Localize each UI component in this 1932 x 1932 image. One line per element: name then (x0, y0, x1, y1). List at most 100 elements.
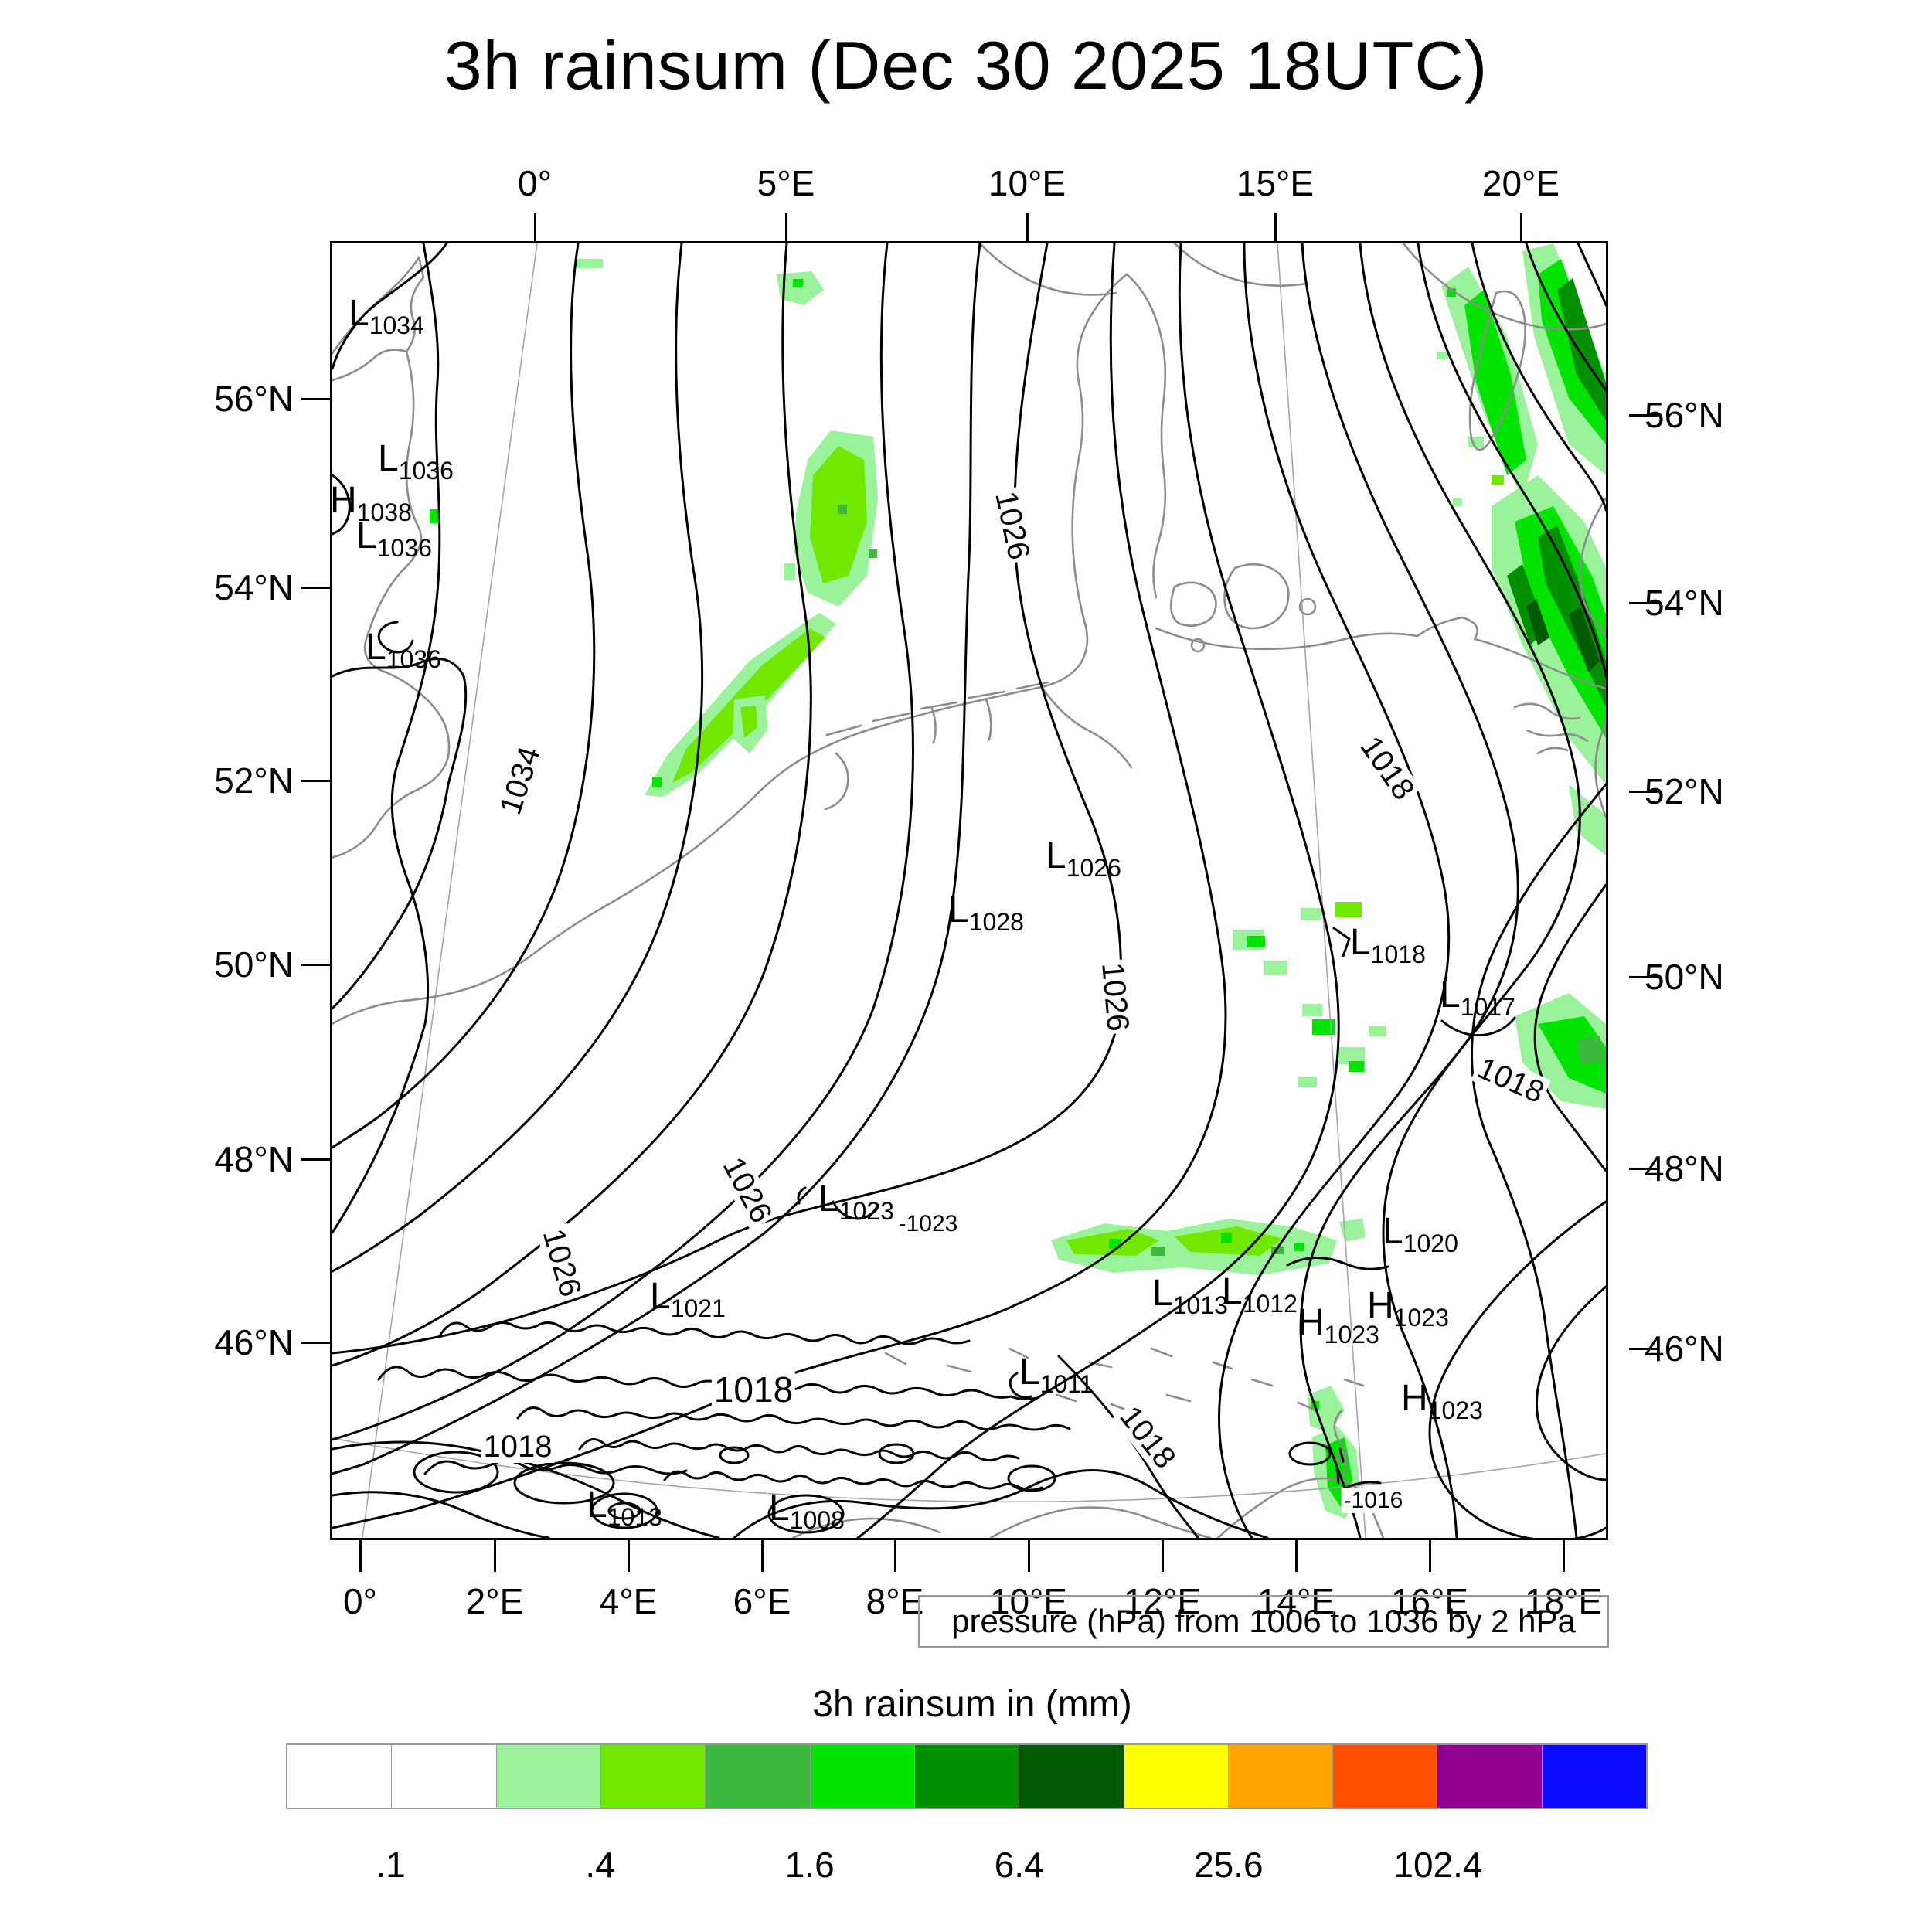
axis-tick-right (1629, 414, 1658, 417)
pressure-caption: pressure (hPa) from 1006 to 1036 by 2 hP… (918, 1595, 1609, 1648)
pressure-center-label: L1018 (1350, 922, 1426, 968)
pressure-letter: L (769, 1488, 790, 1529)
axis-tick-label-left: 50°N (214, 944, 294, 985)
pressure-letter: L (1222, 1271, 1243, 1312)
colorbar-cell (1332, 1745, 1437, 1808)
pressure-center-label: H1023 (1298, 1302, 1379, 1348)
axis-tick-label-bottom: 2°E (465, 1581, 524, 1621)
pressure-letter: H (1298, 1302, 1325, 1343)
pressure-center-label: L1036 (356, 518, 432, 561)
pressure-center-label: L1017 (1440, 977, 1515, 1021)
pressure-center-label: L1020 (1383, 1211, 1458, 1257)
axis-tick-label-bottom: 8°E (866, 1581, 924, 1621)
axis-tick-label-right: 52°N (1645, 771, 1724, 811)
page-title: 3h rainsum (Dec 30 2025 18UTC) (444, 27, 1488, 104)
pressure-value: 1038 (356, 498, 412, 526)
axis-tick-label-left: 46°N (214, 1322, 294, 1362)
map-plot-area (330, 241, 1608, 1540)
colorbar-cell (600, 1745, 706, 1808)
axis-tick-label-right: 56°N (1645, 395, 1724, 435)
pressure-letter: L (1350, 922, 1371, 963)
pressure-letter: L (1152, 1273, 1173, 1314)
pressure-letter: L (349, 293, 369, 334)
colorbar-cell (1227, 1745, 1333, 1808)
pressure-value: 1020 (1403, 1230, 1458, 1257)
pressure-center-label: H1038 (330, 480, 412, 526)
pressure-letter: H (1367, 1285, 1394, 1326)
pressure-letter: L (650, 1276, 671, 1317)
pressure-letter: L (818, 1179, 839, 1219)
axis-tick-label-right: 48°N (1645, 1148, 1724, 1189)
pressure-center-label: L1036 (366, 629, 441, 672)
axis-tick-label-bottom: 12°E (1123, 1581, 1202, 1621)
pressure-value: 1008 (789, 1506, 845, 1534)
pressure-value: 1013 (607, 1503, 662, 1531)
axis-tick-right (1629, 602, 1658, 604)
pressure-letter: H (330, 480, 357, 521)
axis-tick-label-top: 5°E (757, 163, 815, 203)
axis-tick-label-right: 46°N (1645, 1328, 1724, 1369)
pressure-center-label: L1008 (769, 1488, 845, 1534)
axis-tick-left (301, 587, 330, 589)
pressure-letter: L (1046, 835, 1066, 876)
pressure-value: 1017 (1460, 993, 1515, 1021)
colorbar-cell (1437, 1745, 1542, 1808)
contour-inline-label: -1023 (896, 1212, 961, 1236)
pressure-value: 1013 (1172, 1291, 1228, 1319)
axis-tick-label-left: 48°N (214, 1139, 294, 1179)
axis-tick-label-right: 50°N (1645, 957, 1724, 997)
axis-tick-label-bottom: 16°E (1390, 1581, 1469, 1621)
pressure-contour-layer (332, 243, 1606, 1538)
axis-tick-top (1026, 213, 1029, 241)
pressure-value: 1023 (1393, 1304, 1449, 1332)
pressure-letter: L (948, 889, 969, 930)
axis-tick-bottom (1429, 1539, 1431, 1572)
pressure-center-label: L1028 (948, 889, 1024, 936)
colorbar-cell (809, 1745, 914, 1808)
contour-inline-label: -1016 (1341, 1488, 1406, 1513)
colorbar-tick-label: .4 (585, 1845, 615, 1885)
colorbar-title: 3h rainsum in (mm) (812, 1684, 1132, 1725)
pressure-value: 1018 (1370, 940, 1426, 968)
graticule-lines (332, 243, 1606, 1538)
axis-tick-label-top: 0° (518, 163, 552, 203)
axis-tick-top (534, 213, 536, 241)
axis-tick-left (301, 780, 330, 782)
pressure-letter: L (378, 438, 399, 479)
axis-tick-bottom (761, 1539, 764, 1572)
axis-tick-top (785, 213, 787, 241)
axis-tick-label-bottom: 14°E (1257, 1581, 1335, 1621)
contour-inline-label: 1026 (1095, 958, 1135, 1036)
pressure-letter: L (1383, 1211, 1403, 1252)
axis-tick-bottom (894, 1539, 896, 1572)
pressure-value: 1021 (670, 1294, 726, 1322)
pressure-center-label: L1021 (650, 1278, 726, 1321)
axis-tick-left (301, 1158, 330, 1161)
axis-tick-bottom (1028, 1539, 1030, 1572)
colorbar-tick-label: .1 (376, 1845, 406, 1885)
pressure-center-label: L1013 (587, 1485, 662, 1531)
colorbar-cell (287, 1745, 392, 1808)
axis-tick-top (1520, 213, 1522, 241)
pressure-center-label: L1034 (349, 295, 424, 338)
colorbar-cell (495, 1745, 600, 1808)
colorbar-cell (391, 1745, 496, 1808)
pressure-value: 1026 (1066, 854, 1121, 882)
axis-tick-right (1629, 791, 1658, 793)
coastline-layer (332, 243, 1606, 1538)
colorbar (286, 1743, 1648, 1809)
pressure-letter: L (587, 1485, 607, 1526)
axis-tick-right (1629, 1168, 1658, 1170)
colorbar-tick-label: 25.6 (1194, 1845, 1264, 1885)
axis-tick-label-top: 15°E (1236, 163, 1315, 203)
axis-tick-bottom (494, 1539, 496, 1572)
colorbar-cell (1019, 1745, 1124, 1808)
pressure-center-label: L1012 (1222, 1271, 1298, 1317)
colorbar-tick-label: 1.6 (784, 1845, 835, 1885)
pressure-letter: L (366, 627, 386, 668)
axis-tick-top (1274, 213, 1277, 241)
pressure-value: 1028 (968, 908, 1024, 936)
colorbar-tick-label: 102.4 (1393, 1845, 1483, 1885)
axis-tick-label-left: 52°N (214, 760, 294, 801)
